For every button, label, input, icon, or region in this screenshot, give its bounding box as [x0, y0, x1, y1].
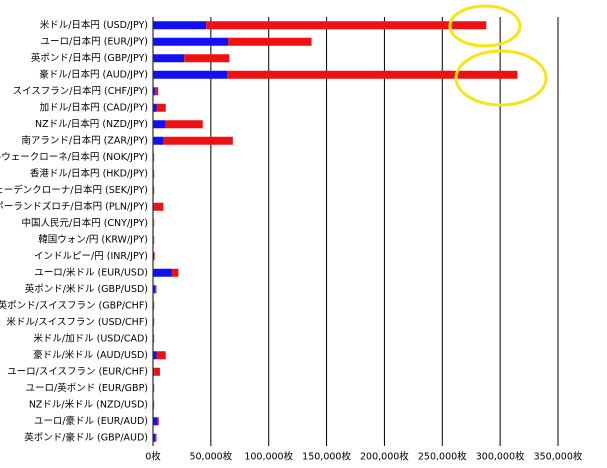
bar: [153, 367, 155, 376]
bar: [154, 202, 164, 211]
bar: [153, 153, 155, 162]
y-tick-label: NZドル/米ドル (NZD/USD): [29, 398, 148, 410]
bar: [153, 400, 155, 409]
bar: [165, 120, 203, 129]
bar: [153, 268, 172, 277]
bar: [153, 219, 154, 228]
x-tick-label: 50,000枚: [189, 451, 232, 463]
y-tick-label: 豪ドル/日本円 (AUD/JPY): [39, 68, 148, 80]
y-tick-label: 中国人民元/日本円 (CNY/JPY): [21, 217, 148, 229]
y-tick-label: 豪ドル/米ドル (AUD/USD): [33, 349, 148, 361]
y-tick-label: 米ドル/加ドル (USD/CAD): [33, 332, 148, 344]
x-tick-label: 200,000枚: [360, 451, 409, 463]
bar: [155, 433, 157, 442]
y-tick-label: ユーロ/豪ドル (EUR/AUD): [34, 415, 148, 427]
bar: [153, 21, 207, 30]
bar: [154, 252, 155, 261]
y-tick-label: 香港ドル/日本円 (HKD/JPY): [30, 167, 148, 179]
bar: [155, 285, 157, 294]
bar: [153, 54, 185, 63]
bar: [153, 417, 158, 426]
y-tick-label: ユーロ/英ポンド (EUR/GBP): [26, 382, 149, 394]
bar: [184, 54, 230, 63]
bar: [153, 87, 156, 96]
y-tick-label: インドルピー/円 (INR/JPY): [34, 251, 148, 262]
highlight-circle: [448, 4, 522, 48]
bar: [153, 318, 154, 327]
y-tick-label: 加ドル/日本円 (CAD/JPY): [40, 101, 148, 113]
bar: [153, 384, 154, 393]
bar: [153, 186, 155, 195]
bar: [153, 334, 155, 343]
y-tick-label: ポーランドズロチ/日本円 (PLN/JPY): [0, 200, 148, 212]
x-tick-label: 350,000枚: [534, 451, 583, 463]
y-tick-label: ノルウェークローネ/日本円 (NOK/JPY): [0, 151, 148, 163]
bar: [153, 384, 155, 393]
bar: [153, 301, 154, 310]
y-tick-label: 英ポンド/スイスフラン (GBP/CHF): [0, 299, 148, 311]
y-tick-label: ユーロ/日本円 (EUR/JPY): [40, 35, 148, 47]
bar: [153, 120, 166, 129]
y-tick-label: 英ポンド/豪ドル (GBP/AUD): [24, 431, 148, 443]
bar: [153, 318, 155, 327]
bar: [153, 103, 157, 112]
y-tick-label: スェーデンクローナ/日本円 (SEK/JPY): [0, 184, 148, 196]
y-tick-label: 米ドル/日本円 (USD/JPY): [40, 19, 148, 31]
bar: [163, 136, 233, 145]
y-tick-label: NZドル/日本円 (NZD/JPY): [35, 118, 148, 130]
y-tick-label: 米ドル/スイスフラン (USD/CHF): [6, 316, 148, 328]
bar: [154, 367, 160, 376]
bar: [171, 268, 179, 277]
bar: [153, 235, 154, 244]
y-tick-label: 南アランド/日本円 (ZAR/JPY): [21, 134, 148, 146]
bar: [153, 169, 155, 178]
bar: [153, 301, 155, 310]
bar: [228, 37, 312, 46]
y-tick-label: 韓国ウォン/円 (KRW/JPY): [38, 234, 148, 245]
bar: [153, 219, 155, 228]
bar: [153, 169, 154, 178]
bar: [153, 153, 154, 162]
bar: [156, 103, 166, 112]
y-tick-label: 英ポンド/米ドル (GBP/USD): [25, 283, 148, 295]
x-tick-label: 250,000枚: [418, 451, 467, 463]
bar: [153, 433, 156, 442]
bar: [157, 417, 159, 426]
x-tick-label: 300,000枚: [476, 451, 525, 463]
bar: [227, 70, 518, 79]
bar: [153, 334, 154, 343]
bar: [153, 351, 157, 360]
bar: [153, 285, 156, 294]
bar: [153, 235, 155, 244]
bar: [153, 252, 155, 261]
x-tick-label: 150,000枚: [302, 451, 351, 463]
y-tick-label: ユーロ/スイスフラン (EUR/CHF): [7, 366, 148, 377]
bar: [153, 400, 154, 409]
bar: [153, 37, 229, 46]
bar: [153, 202, 155, 211]
x-tick-label: 100,000枚: [244, 451, 293, 463]
y-tick-label: ユーロ/米ドル (EUR/USD): [34, 266, 148, 278]
x-tick-label: 0枚: [145, 451, 161, 463]
bar: [206, 21, 487, 30]
bar: [155, 87, 159, 96]
highlight-circle: [454, 49, 548, 107]
bar: [156, 351, 166, 360]
y-tick-label: 英ポンド/日本円 (GBP/JPY): [31, 52, 148, 64]
bar: [153, 70, 228, 79]
bar: [153, 136, 164, 145]
y-tick-label: スイスフラン/日本円 (CHF/JPY): [13, 85, 148, 97]
bar: [153, 186, 154, 195]
